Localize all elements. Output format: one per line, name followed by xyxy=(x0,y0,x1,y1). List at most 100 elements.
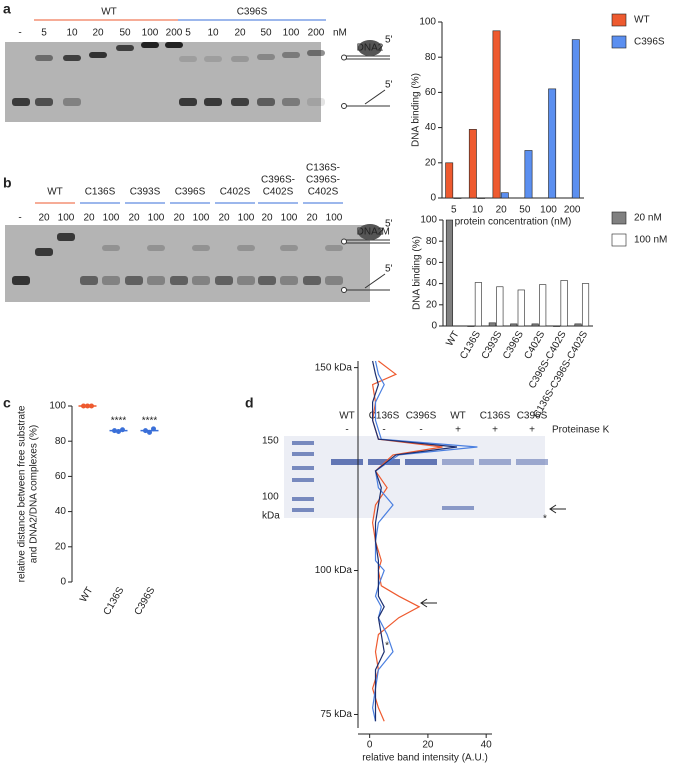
y-axis-label: DNA binding (%) xyxy=(412,236,423,310)
lane-label: C396S xyxy=(517,411,548,422)
dna2-protein xyxy=(358,40,382,56)
dna-end xyxy=(341,103,347,109)
gel-band xyxy=(331,459,363,465)
y-tick-label: 60 xyxy=(55,471,67,482)
bar xyxy=(500,192,509,199)
x-tick-label: 20 xyxy=(496,205,508,216)
ladder-band xyxy=(292,452,314,456)
x-tick-label: 200 xyxy=(564,205,581,216)
panel-label: a xyxy=(3,1,11,17)
gel-band xyxy=(192,276,210,285)
data-point xyxy=(112,428,117,434)
lane-label: 10 xyxy=(66,28,78,39)
lane-label: 100 xyxy=(283,28,300,39)
bar xyxy=(531,323,539,327)
x-tick-label: C136S xyxy=(102,585,127,617)
lane-label: 100 xyxy=(103,213,120,224)
group-label: C396S xyxy=(237,7,268,18)
lane-label: 100 xyxy=(238,213,255,224)
group-label: C136S- xyxy=(306,163,340,174)
gel-band xyxy=(257,98,275,106)
bar xyxy=(524,150,533,199)
gel-image xyxy=(284,436,545,518)
bar xyxy=(581,283,590,327)
gel-band xyxy=(280,245,298,251)
bar xyxy=(445,162,454,199)
ladder-band xyxy=(292,466,314,470)
gel-band xyxy=(307,50,325,56)
gel-band xyxy=(165,42,183,48)
significance: **** xyxy=(111,415,127,426)
bar xyxy=(445,219,454,327)
lane-label: WT xyxy=(339,411,355,422)
treatment-label: Proteinase K xyxy=(552,425,610,436)
group-label: WT xyxy=(101,7,117,18)
x-tick-label: 40 xyxy=(481,740,493,751)
group-label: C402S xyxy=(308,187,339,198)
gel-band xyxy=(282,52,300,58)
data-point xyxy=(120,427,125,433)
group-label: C402S xyxy=(263,187,294,198)
protein-label: DNA2 xyxy=(357,43,384,54)
gel-band xyxy=(516,459,548,465)
y-tick-label: 80 xyxy=(426,236,438,247)
x-tick-label: WT xyxy=(444,329,461,348)
y-tick-label: 80 xyxy=(55,436,67,447)
lane-label: 20 xyxy=(83,213,95,224)
ladder-band xyxy=(292,441,314,445)
bar xyxy=(571,39,580,199)
y-tick-label: 150 kDa xyxy=(315,362,353,373)
gel-band xyxy=(141,42,159,48)
gel-band xyxy=(368,459,400,465)
data-point xyxy=(89,403,94,409)
dna-strand xyxy=(364,89,386,105)
gel-band xyxy=(102,245,120,251)
legend-label: 100 nM xyxy=(634,235,667,246)
lane-label: 20 xyxy=(128,213,140,224)
y-tick-label: 60 xyxy=(426,257,438,268)
dna2-protein xyxy=(358,224,382,240)
gel-band xyxy=(63,55,81,61)
lane-label: C396S xyxy=(406,411,437,422)
gel-band xyxy=(237,276,255,285)
end-label: 5' xyxy=(385,80,393,91)
bar xyxy=(510,323,518,327)
gel-band xyxy=(57,233,75,241)
end-label: 5' xyxy=(385,264,393,275)
legend-label: WT xyxy=(634,15,650,26)
bar xyxy=(467,325,475,327)
gel-band xyxy=(35,248,53,256)
bar xyxy=(539,284,547,327)
gel-band xyxy=(179,98,197,106)
gel-band xyxy=(102,276,120,285)
gel-band xyxy=(237,245,255,251)
lane-label: - xyxy=(18,213,21,224)
x-tick-label: WT xyxy=(78,585,95,604)
x-axis-label: relative band intensity (A.U.) xyxy=(362,753,488,764)
panel-label: d xyxy=(245,395,254,411)
gel-arrow xyxy=(549,504,566,514)
gel-band xyxy=(192,245,210,251)
legend-swatch xyxy=(611,35,627,49)
x-tick-label: 5 xyxy=(451,205,457,216)
legend-swatch xyxy=(611,233,627,247)
gel-band xyxy=(12,276,30,285)
lane-label: 20 xyxy=(92,28,104,39)
data-point xyxy=(147,429,152,435)
gel-band xyxy=(325,276,343,285)
gel-band xyxy=(303,276,321,285)
lane-label: 20 xyxy=(306,213,318,224)
y-tick-label: 0 xyxy=(430,193,436,204)
gel-annotation: * xyxy=(543,514,547,525)
bar xyxy=(574,323,582,327)
end-label: 5' xyxy=(385,219,393,230)
profile-line xyxy=(372,360,458,722)
data-point xyxy=(81,403,86,409)
marker-label: 100 xyxy=(262,492,279,503)
panel-label: b xyxy=(3,175,12,191)
lane-label: 5 xyxy=(185,28,191,39)
lane-label: 5 xyxy=(41,28,47,39)
data-point xyxy=(116,429,121,435)
significance: **** xyxy=(142,415,158,426)
gel-band xyxy=(80,276,98,285)
